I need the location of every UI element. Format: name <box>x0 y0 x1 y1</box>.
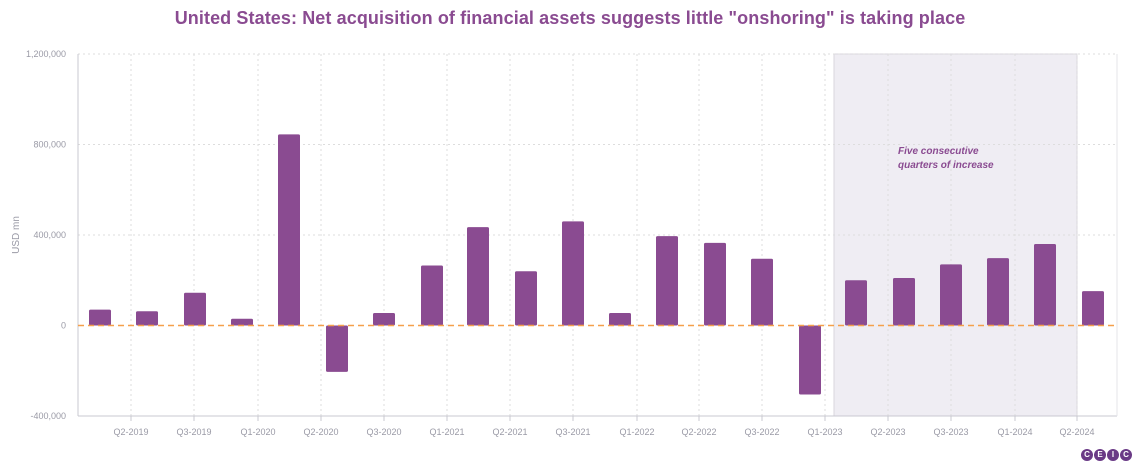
x-tick-label: Q1-2020 <box>240 427 275 437</box>
x-tick-label: Q3-2019 <box>176 427 211 437</box>
y-tick-label: 800,000 <box>33 140 66 150</box>
bar-Q1-2023 <box>845 280 867 326</box>
bar-Q3-2023 <box>940 264 962 326</box>
x-tick-label: Q2-2023 <box>870 427 905 437</box>
logo-letter: C <box>1120 449 1132 461</box>
annotation-line: Five consecutive <box>898 146 979 157</box>
x-tick-label: Q3-2020 <box>366 427 401 437</box>
x-tick-label: Q1-2023 <box>807 427 842 437</box>
bar-Q4-2023 <box>987 258 1009 326</box>
y-tick-label: 1,200,000 <box>26 49 66 59</box>
x-tick-label: Q2-2024 <box>1059 427 1094 437</box>
bar-Q4-2019 <box>231 318 253 326</box>
bar-Q1-2024 <box>1034 244 1056 326</box>
bar-Q3-2019 <box>184 292 206 326</box>
bar-Q1-2019 <box>89 309 111 326</box>
y-axis-label: USD mn <box>11 216 22 254</box>
bar-Q3-2021 <box>562 221 584 326</box>
bar-Q2-2023 <box>893 277 915 326</box>
bar-Q4-2022 <box>799 325 821 395</box>
bar-Q3-2022 <box>751 258 773 326</box>
shaded-region <box>833 53 1078 417</box>
labels-layer: -400,000 0 400,000 800,000 1,200,000 Q2-2019 Q… <box>11 49 1095 437</box>
logo-letter: C <box>1081 449 1093 461</box>
bar-Q2-2022 <box>704 242 726 326</box>
x-tick-label: Q1-2024 <box>997 427 1032 437</box>
bar-Q1-2022 <box>656 236 678 326</box>
bar-Q4-2020 <box>421 265 443 326</box>
logo-letter: I <box>1107 449 1119 461</box>
bar-Q2-2024 <box>1082 291 1104 326</box>
y-tick-label: 400,000 <box>33 230 66 240</box>
x-tick-label: Q3-2021 <box>555 427 590 437</box>
x-tick-label: Q2-2020 <box>303 427 338 437</box>
x-tick-label: Q3-2023 <box>933 427 968 437</box>
chart-title: United States: Net acquisition of financ… <box>174 8 966 28</box>
bar-Q1-2020 <box>278 134 300 326</box>
bar-Q1-2021 <box>467 227 489 326</box>
ceic-logo: C E I C <box>1081 449 1132 461</box>
bars-layer <box>89 134 1104 395</box>
bar-Q3-2020 <box>373 313 395 326</box>
x-tick-label: Q2-2021 <box>492 427 527 437</box>
bar-Q4-2021 <box>609 313 631 326</box>
grid-layer <box>78 53 1117 417</box>
y-tick-label: -400,000 <box>30 411 66 421</box>
x-tick-label: Q2-2022 <box>681 427 716 437</box>
x-tick-label: Q1-2022 <box>619 427 654 437</box>
logo-letter: E <box>1094 449 1106 461</box>
axis-layer <box>77 54 1118 421</box>
bar-Q2-2021 <box>515 271 537 326</box>
x-tick-label: Q1-2021 <box>429 427 464 437</box>
y-tick-label: 0 <box>61 321 66 331</box>
bar-Q2-2020 <box>326 325 348 372</box>
shaded-region-layer <box>833 53 1078 417</box>
x-tick-label: Q2-2019 <box>113 427 148 437</box>
annotation-line: quarters of increase <box>898 160 994 171</box>
bar-Q2-2019 <box>136 311 158 326</box>
x-tick-label: Q3-2022 <box>744 427 779 437</box>
